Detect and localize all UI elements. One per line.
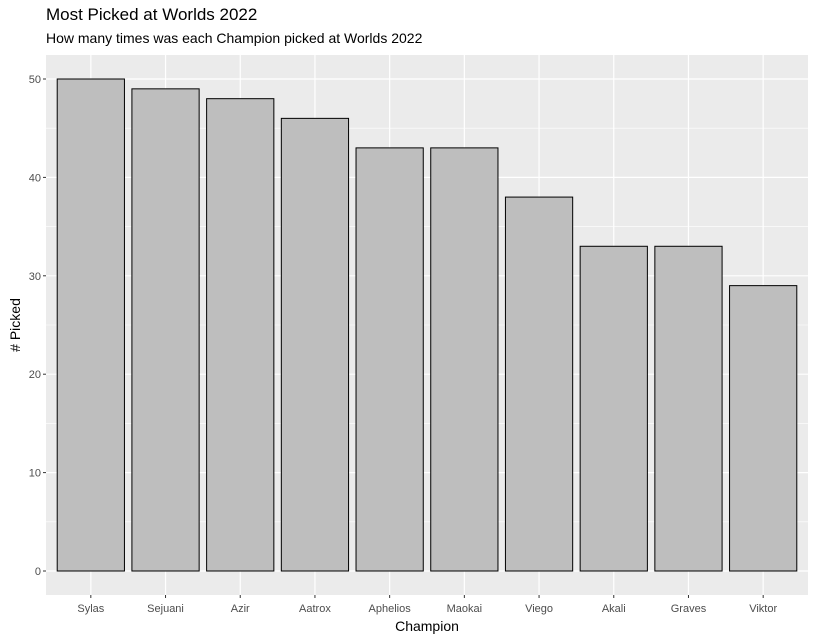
chart-title: Most Picked at Worlds 2022: [46, 5, 258, 24]
y-axis-title: # Picked: [7, 298, 23, 352]
x-tick-label: Graves: [671, 603, 707, 615]
x-tick-label: Sylas: [77, 603, 104, 615]
x-tick-label: Viego: [525, 603, 553, 615]
bar-viego: [504, 196, 574, 572]
chart-subtitle: How many times was each Champion picked …: [46, 30, 423, 46]
bar-viktor: [729, 285, 798, 572]
x-tick-label: Aatrox: [299, 603, 331, 615]
y-tick-label: 10: [29, 468, 41, 480]
bar-sylas: [56, 78, 125, 572]
x-tick-label: Sejuani: [147, 603, 184, 615]
y-tick-label: 0: [35, 566, 41, 578]
x-axis: Sylas Sejuani Azir Aatrox Aphelios Maokai Vieg…: [77, 595, 777, 615]
x-axis-title: Champion: [395, 618, 459, 634]
bar-azir: [206, 98, 275, 572]
x-tick-label: Maokai: [447, 603, 482, 615]
y-axis: 0 10 20 30 40 50: [29, 74, 46, 578]
x-tick-label: Azir: [231, 603, 250, 615]
bar-sejuani: [131, 88, 200, 572]
bar-aatrox: [280, 117, 350, 572]
bar-graves: [654, 245, 723, 572]
bar-maokai: [430, 147, 499, 572]
bar-akali: [579, 245, 648, 572]
y-tick-label: 20: [29, 369, 41, 381]
x-tick-label: Akali: [602, 603, 626, 615]
y-tick-label: 50: [29, 74, 41, 86]
bars: [56, 78, 798, 572]
bar-aphelios: [355, 147, 424, 572]
x-tick-label: Aphelios: [369, 603, 412, 615]
y-tick-label: 30: [29, 271, 41, 283]
x-tick-label: Viktor: [749, 603, 777, 615]
y-tick-label: 40: [29, 172, 41, 184]
